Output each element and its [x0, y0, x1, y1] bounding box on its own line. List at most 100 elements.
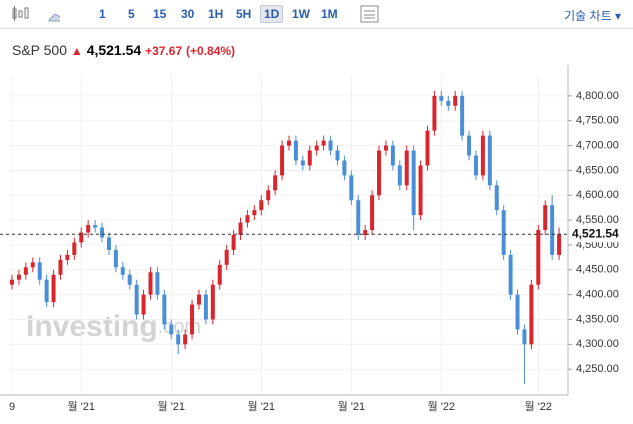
candle-body: [529, 284, 534, 345]
candle-body: [37, 262, 42, 280]
candle-body: [217, 264, 222, 285]
candle-body: [314, 145, 319, 151]
candle-body: [245, 215, 250, 223]
candle-body: [93, 225, 98, 228]
candle-body: [460, 95, 465, 136]
candle-body: [155, 272, 160, 295]
candle-body: [259, 200, 264, 211]
candle-body: [16, 274, 21, 280]
interval-button[interactable]: 5: [128, 7, 135, 21]
candle-body: [287, 140, 291, 146]
candle-body: [44, 279, 49, 303]
candle-body: [162, 294, 167, 325]
y-tick-label: 4,550.00: [576, 214, 619, 226]
candle-body: [203, 294, 208, 320]
interval-button[interactable]: 30: [181, 7, 195, 21]
candle-body: [30, 262, 35, 268]
candle-body: [176, 334, 181, 345]
candle-body: [65, 254, 70, 260]
candle-body: [508, 254, 513, 295]
candle-body: [113, 249, 118, 268]
candle-body: [141, 294, 146, 315]
y-tick-label: 4,600.00: [576, 189, 619, 201]
watermark: Investing.com: [26, 310, 201, 343]
candle-body: [120, 267, 125, 275]
candle-body: [383, 145, 388, 151]
y-tick-label: 4,400.00: [576, 289, 619, 301]
candle-body: [293, 140, 298, 161]
candle-body: [439, 95, 444, 101]
candle-body: [328, 140, 333, 151]
x-tick-label: 월 '21: [248, 400, 276, 413]
candle-body: [480, 135, 485, 176]
candle-body: [453, 95, 458, 106]
interval-button[interactable]: 15: [153, 7, 167, 21]
interval-button[interactable]: 1H: [208, 7, 224, 21]
change-pct: (+0.84%): [186, 44, 236, 58]
candle-body: [238, 222, 243, 235]
candle-body: [100, 227, 105, 238]
candle-body: [342, 160, 347, 176]
candle-body: [432, 95, 437, 131]
candle-body: [148, 272, 153, 295]
interval-button[interactable]: 1D: [260, 5, 284, 23]
candle-body: [543, 205, 548, 231]
y-tick-label: 4,300.00: [576, 338, 619, 350]
interval-button[interactable]: 5H: [236, 7, 252, 21]
candle-body: [79, 232, 84, 243]
candle-body: [473, 155, 478, 176]
interval-button[interactable]: 1W: [292, 7, 310, 21]
change: +37.67: [145, 44, 183, 58]
candle-body: [467, 135, 472, 156]
candle-body: [356, 200, 361, 235]
candle-body: [169, 324, 174, 335]
y-tick-label: 4,450.00: [576, 264, 619, 276]
candle-body: [10, 279, 14, 285]
interval-button[interactable]: 1: [99, 7, 106, 21]
y-tick-label: 4,750.00: [576, 115, 619, 127]
x-tick-label: 월 '22: [525, 400, 553, 413]
x-tick-label: 월 '21: [158, 400, 186, 413]
candle-body: [106, 237, 111, 250]
chart-type-icons: [12, 6, 60, 22]
candle-body: [86, 225, 91, 233]
candle-body: [349, 175, 354, 201]
candle-body: [127, 274, 132, 285]
candle-body: [280, 145, 285, 176]
candle-body: [515, 294, 520, 330]
candle-body: [23, 267, 28, 275]
candle-body: [321, 140, 326, 146]
candle-body: [273, 175, 278, 191]
candle-body: [190, 304, 195, 335]
candle-body: [550, 205, 555, 255]
candle-body: [224, 249, 229, 265]
y-tick-label: 4,250.00: [576, 363, 619, 375]
x-tick-label: 월 '22: [428, 400, 456, 413]
chart-menu[interactable]: 기술 차트 ▾: [564, 9, 621, 23]
y-tick-label: 4,800.00: [576, 90, 619, 102]
candle-body: [58, 259, 63, 275]
candle-body: [557, 234, 562, 255]
candle-body: [390, 145, 395, 166]
candle-body: [370, 195, 375, 231]
candle-body: [335, 150, 340, 161]
candle-body: [252, 210, 257, 216]
y-tick-label: 4,350.00: [576, 313, 619, 325]
candle-body: [183, 334, 188, 345]
candle-body: [411, 150, 416, 216]
candle-body: [134, 284, 139, 315]
candle-body: [418, 165, 423, 216]
candle-body: [377, 150, 382, 196]
candle-body: [494, 185, 499, 211]
interval-button[interactable]: 1M: [321, 7, 338, 21]
symbol: S&P 500: [12, 42, 68, 58]
y-tick-label: 4,700.00: [576, 139, 619, 151]
candle-body: [51, 274, 56, 303]
y-tick-label: 4,650.00: [576, 164, 619, 176]
candle-body: [196, 294, 201, 305]
x-tick-label: 월 '21: [67, 400, 95, 413]
watermark-brand: Investing: [26, 310, 158, 343]
candle-body: [72, 242, 77, 255]
